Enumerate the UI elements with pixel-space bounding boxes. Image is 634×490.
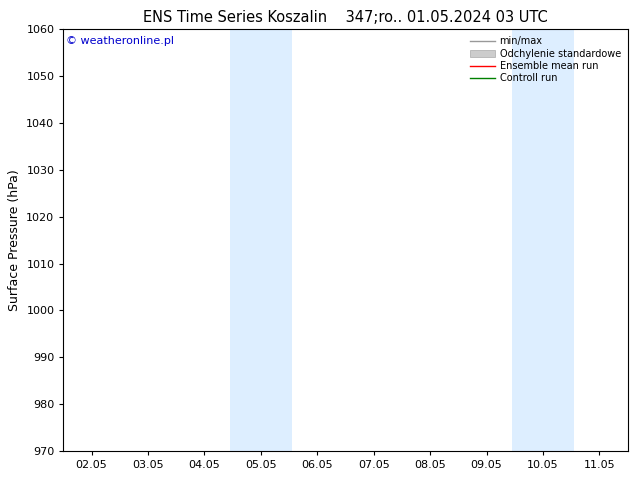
Y-axis label: Surface Pressure (hPa): Surface Pressure (hPa): [8, 169, 21, 311]
Legend: min/max, Odchylenie standardowe, Ensemble mean run, Controll run: min/max, Odchylenie standardowe, Ensembl…: [469, 34, 623, 85]
Text: © weatheronline.pl: © weatheronline.pl: [66, 36, 174, 46]
Bar: [512, 29, 574, 451]
Bar: [230, 29, 292, 451]
Title: ENS Time Series Koszalin    347;ro.. 01.05.2024 03 UTC: ENS Time Series Koszalin 347;ro.. 01.05.…: [143, 10, 548, 25]
